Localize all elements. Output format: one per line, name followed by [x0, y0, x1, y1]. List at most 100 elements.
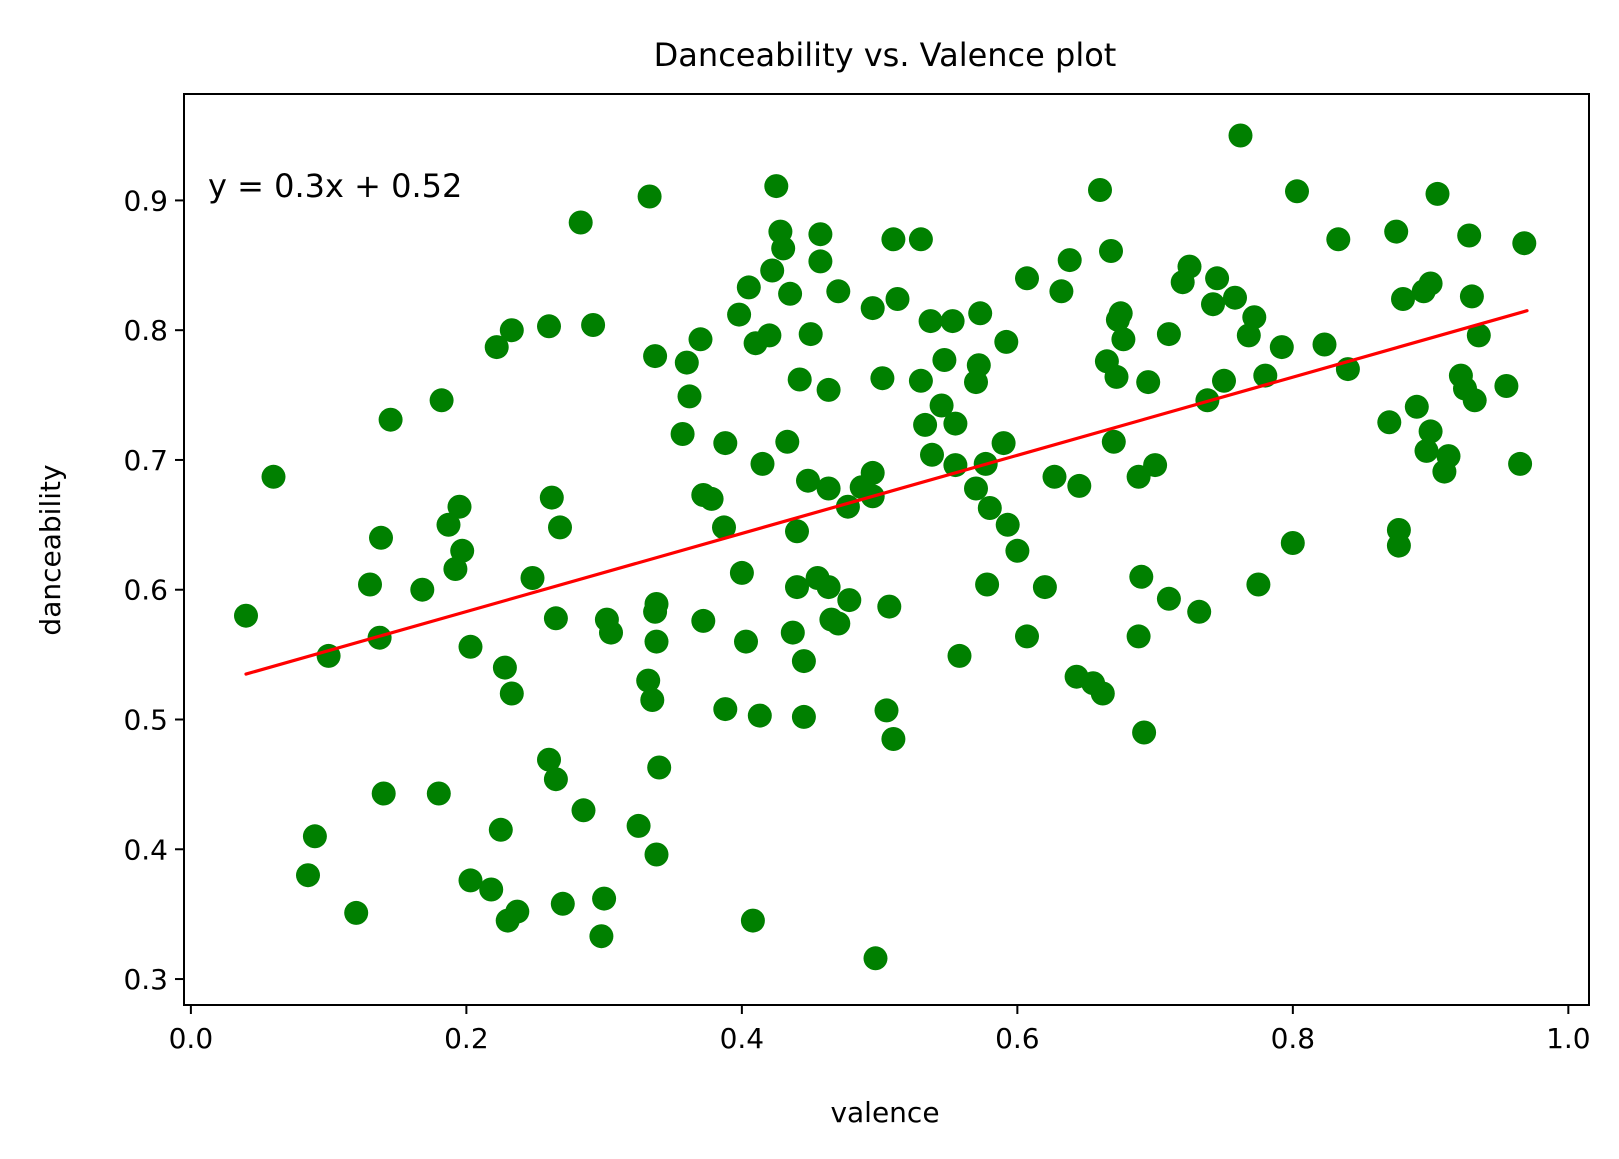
data-point: [816, 575, 841, 600]
data-point: [1201, 292, 1225, 317]
data-point: [1386, 533, 1411, 558]
data-point: [1187, 599, 1212, 624]
data-point: [599, 620, 623, 645]
data-point: [995, 512, 1020, 537]
data-point: [826, 279, 851, 304]
data-point: [808, 222, 833, 247]
data-point: [426, 781, 451, 806]
data-point: [1111, 327, 1136, 352]
data-point: [881, 227, 906, 252]
data-point: [484, 335, 509, 360]
data-point: [1436, 444, 1461, 469]
chart-title: Danceability vs. Valence plot: [654, 36, 1117, 74]
x-tick-label: 1.0: [1546, 1022, 1591, 1055]
data-point: [1418, 419, 1443, 444]
data-point: [1088, 178, 1112, 202]
data-point: [637, 184, 662, 209]
data-point: [1466, 323, 1491, 348]
data-point: [1312, 332, 1337, 357]
data-point: [816, 377, 841, 402]
data-point: [1212, 368, 1236, 393]
data-point: [1384, 219, 1409, 244]
data-point: [1108, 301, 1133, 326]
y-tick-label: 0.3: [123, 963, 168, 996]
data-point: [975, 572, 1000, 597]
x-axis: 0.0 0.2 0.4 0.6 0.8 1.0: [169, 1005, 1591, 1055]
data-point: [734, 629, 758, 654]
data-point: [1391, 287, 1415, 311]
regression-line: [244, 309, 1529, 676]
data-point: [994, 329, 1019, 354]
data-point: [863, 946, 888, 971]
data-point: [1228, 123, 1253, 148]
data-point: [302, 824, 327, 849]
data-point: [968, 301, 993, 326]
data-point: [1285, 179, 1309, 204]
data-point: [757, 323, 782, 348]
data-point: [369, 525, 393, 550]
data-point: [860, 460, 885, 485]
data-point: [785, 575, 809, 600]
data-point: [1512, 231, 1537, 256]
data-point: [940, 309, 965, 334]
data-point: [826, 611, 851, 636]
data-point: [543, 606, 568, 631]
data-point: [488, 817, 513, 842]
data-point: [1494, 374, 1519, 398]
x-tick-label: 0.0: [169, 1022, 214, 1055]
data-point: [644, 842, 669, 867]
data-point: [1129, 564, 1154, 589]
data-point: [1462, 388, 1487, 413]
data-point: [1177, 254, 1202, 279]
data-point: [589, 924, 614, 949]
data-point: [1132, 720, 1157, 745]
data-point: [943, 411, 968, 436]
data-point: [499, 681, 524, 706]
data-point: [778, 281, 803, 306]
data-point: [885, 287, 910, 311]
data-point: [881, 727, 906, 751]
data-point: [713, 431, 738, 456]
data-point: [760, 258, 785, 283]
data-point: [870, 366, 895, 391]
data-point: [378, 407, 403, 432]
data-point: [740, 908, 765, 933]
data-point: [787, 367, 812, 392]
data-point: [458, 634, 483, 659]
data-point: [877, 594, 902, 619]
data-point: [860, 296, 885, 321]
data-point: [771, 236, 796, 261]
y-tick-label: 0.6: [123, 574, 168, 607]
data-point: [1425, 181, 1450, 206]
data-point: [1508, 451, 1533, 476]
data-point: [750, 451, 775, 476]
data-point: [644, 629, 669, 654]
data-point: [1246, 572, 1271, 597]
data-point: [1090, 681, 1115, 706]
data-point: [1015, 624, 1039, 649]
data-point: [644, 592, 669, 616]
data-point: [947, 643, 972, 668]
data-point: [1377, 410, 1402, 435]
data-point: [1236, 323, 1261, 348]
data-point: [932, 348, 957, 372]
data-point: [1156, 322, 1181, 347]
data-point: [874, 698, 899, 723]
x-tick-label: 0.4: [720, 1022, 765, 1055]
y-tick-label: 0.4: [123, 833, 168, 866]
data-point: [450, 538, 475, 563]
data-point: [729, 560, 754, 585]
data-point: [550, 891, 575, 916]
data-point: [537, 747, 561, 772]
x-axis-label: valence: [830, 1096, 939, 1129]
data-point: [1015, 266, 1039, 291]
y-tick-label: 0.8: [123, 314, 168, 347]
plot-frame: [183, 93, 1590, 1006]
data-point: [837, 588, 862, 613]
data-point: [1032, 575, 1057, 600]
data-point: [643, 344, 668, 369]
data-point: [798, 322, 823, 347]
data-point: [443, 557, 468, 581]
data-point: [371, 781, 396, 806]
